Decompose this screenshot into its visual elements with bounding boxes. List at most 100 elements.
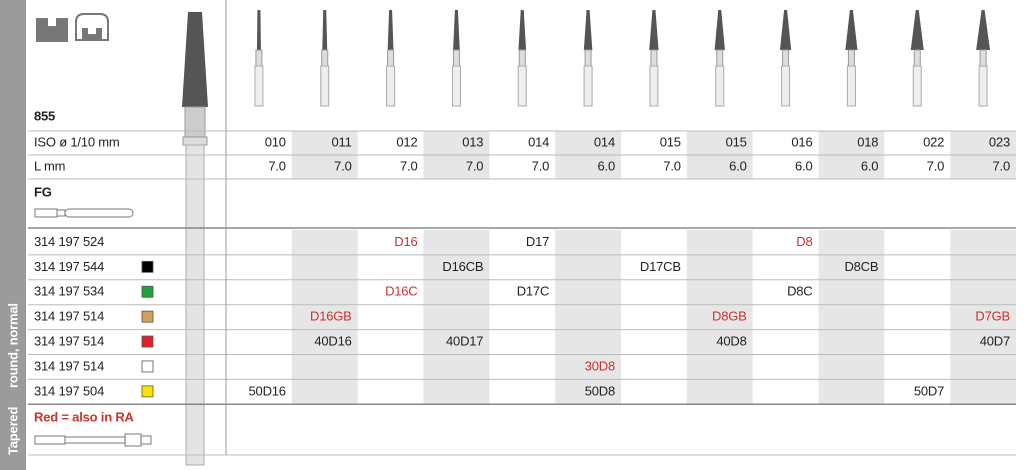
color-code [141,385,154,398]
bur-shank [846,65,856,107]
color-code [141,260,154,273]
iso-value: 015 [726,134,747,149]
iso-value: 012 [396,134,417,149]
product-cell: D16GB [310,309,352,324]
product-cell: D8 [796,234,812,249]
side-label-shape: Tapered [5,407,20,455]
bur-neck [913,49,921,67]
product-cell: D16C [385,284,417,299]
column-shade [818,230,885,405]
bur-head [910,10,924,50]
length-value: 6.0 [861,158,878,173]
product-cell: 30D8 [585,358,615,373]
product-cell: D8C [787,284,812,299]
iso-value: 022 [923,134,944,149]
length-value: 7.0 [268,158,285,173]
iso-value: 014 [528,134,549,149]
bur-shank [254,65,264,107]
product-cell: 40D16 [314,333,351,348]
product-cell: D16 [394,234,417,249]
iso-value: 023 [989,134,1010,149]
bur-neck [847,49,855,67]
product-code: 314 197 544 [34,259,104,274]
bur-shank [715,65,725,107]
side-label-type: round, normal [5,303,20,388]
product-cell: 40D17 [446,333,483,348]
column-shade [950,230,1016,405]
product-code: 314 197 504 [34,383,104,398]
iso-value: 013 [462,134,483,149]
iso-value: 014 [594,134,615,149]
column-shade [686,230,753,405]
bur-shank [978,65,988,107]
product-code: 314 197 514 [34,358,104,373]
column-shade [555,230,621,405]
shank-type: FG [34,184,52,199]
bur-head [714,10,725,50]
crown-icons [36,13,109,42]
bur-neck [584,49,592,67]
product-code: 314 197 534 [34,284,104,299]
length-value: 6.0 [729,158,746,173]
bur-neck [716,49,724,67]
bur-shank [386,65,396,107]
bur-shank [451,65,461,107]
ra-shank-icon [34,433,152,447]
product-cell: 50D16 [249,383,286,398]
bur-head [779,10,792,50]
product-cell: D7GB [975,309,1010,324]
bur-head [649,10,659,50]
bur-neck [650,49,658,67]
product-code: 314 197 524 [34,234,104,249]
bur-shank [517,65,527,107]
length-value: 6.0 [795,158,812,173]
side-strip [0,0,26,470]
color-code [141,310,154,323]
iso-value: 016 [791,134,812,149]
length-value: 7.0 [334,158,351,173]
column-shade [291,230,358,405]
product-cell: 50D7 [914,383,944,398]
bur-head [256,10,261,50]
product-code: 314 197 514 [34,333,104,348]
length-value: 7.0 [993,158,1010,173]
length-value: 7.0 [400,158,417,173]
column-shade [423,230,490,405]
product-cell: 40D7 [980,333,1010,348]
iso-value: 018 [857,134,878,149]
product-cell: D16CB [442,259,483,274]
length-value: 7.0 [927,158,944,173]
bur-neck [979,49,987,67]
length-value: 7.0 [466,158,483,173]
length-value: 7.0 [532,158,549,173]
bur-head [976,10,991,50]
large-bur [182,12,208,466]
bur-head [583,10,593,50]
bur-head [453,10,460,50]
product-cell: D8GB [712,309,747,324]
color-code [141,285,154,298]
iso-value: 010 [265,134,286,149]
bur-neck [518,49,526,67]
bur-shank [912,65,922,107]
bur-shank [781,65,791,107]
bur-shank [320,65,330,107]
bur-neck [321,49,329,67]
bur-shank [583,65,593,107]
color-code [141,335,154,348]
bur-shank [649,65,659,107]
color-code [141,360,154,373]
iso-label: ISO ø 1/10 mm [34,134,120,149]
product-cell: 40D8 [716,333,746,348]
bur-neck [782,49,790,67]
bur-head [322,10,328,50]
bur-neck [452,49,460,67]
model-number: 855 [34,108,55,123]
product-cell: 50D8 [585,383,615,398]
bur-neck [255,49,263,67]
bur-head [387,10,394,50]
bur-head [845,10,858,50]
length-value: 7.0 [663,158,680,173]
product-cell: D17 [526,234,549,249]
